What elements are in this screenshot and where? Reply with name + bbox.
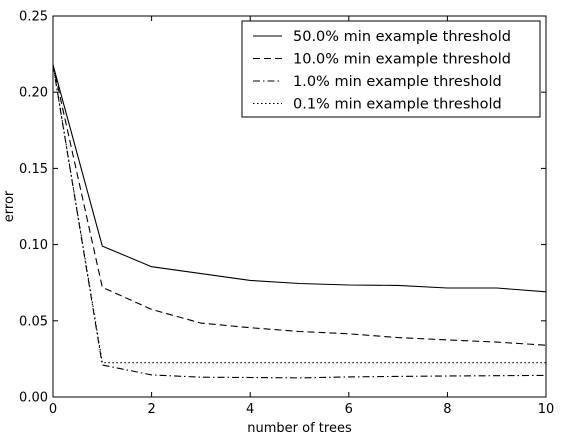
x-tick-label: 4 [246,402,254,417]
x-axis-label: number of trees [247,421,352,436]
ticks-layer: 0 2 4 6 8 10 0.00 0.05 0.10 0.15 0.20 0.25 [19,10,554,418]
legend-label: 50.0% min example threshold [293,29,511,45]
x-tick-label: 0 [49,402,57,417]
x-tick-label: 6 [345,402,353,417]
y-tick-label: 0.15 [19,162,48,177]
legend-label: 1.0% min example threshold [293,74,502,90]
legend-label: 10.0% min example threshold [293,52,511,68]
y-axis-label: error [2,190,17,222]
legend-box [241,20,541,118]
series-line-1 [52,64,547,346]
x-tick-label: 10 [538,402,555,417]
y-tick-label: 0.05 [19,314,48,329]
x-tick-label: 8 [443,402,451,417]
legend: 50.0% min example threshold 10.0% min exa… [241,20,541,118]
x-tick-label: 2 [147,402,155,417]
y-tick-label: 0.25 [19,10,48,25]
series-layer [52,64,547,379]
series-line-2 [52,64,547,379]
series-line-0 [52,64,547,293]
legend-label: 0.1% min example threshold [293,97,502,113]
y-tick-label: 0.10 [19,238,48,253]
y-tick-label: 0.20 [19,86,48,101]
plot-frame [52,15,547,398]
y-tick-label: 0.00 [19,391,48,406]
